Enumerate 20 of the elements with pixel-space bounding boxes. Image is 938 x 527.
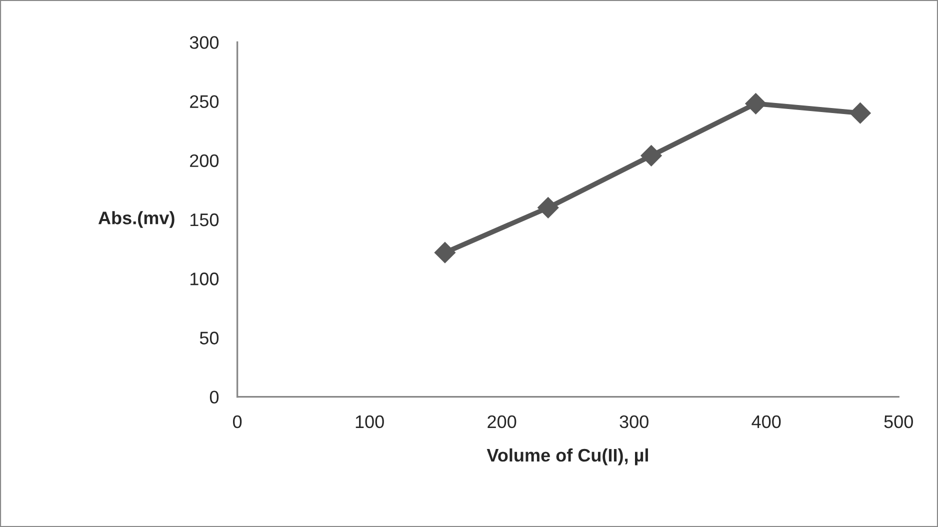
x-tick-label: 200 [488, 415, 516, 428]
point [538, 197, 559, 218]
x-tick-label: 400 [752, 415, 781, 428]
x-tick-label: 500 [884, 415, 913, 428]
y-tick-label: 100 [190, 272, 219, 286]
y-tick-label: 200 [190, 154, 219, 168]
point [850, 102, 871, 124]
x-tick-label: 300 [620, 415, 648, 428]
x-axis-title: Volume of Cu(II), µl [486, 448, 648, 466]
y-tick-label: 0 [210, 390, 219, 404]
point [640, 145, 662, 166]
y-tick-label: 50 [200, 332, 219, 344]
x-tick-label: 0 [233, 415, 242, 428]
point [745, 93, 766, 114]
x-tick-label: 100 [356, 415, 384, 428]
y-tick-label: 300 [190, 36, 219, 49]
y-axis-title: Abs.(mv) [98, 211, 174, 228]
point [434, 242, 456, 264]
y-tick-label: 250 [190, 95, 219, 108]
y-tick-label: 150 [190, 213, 219, 226]
